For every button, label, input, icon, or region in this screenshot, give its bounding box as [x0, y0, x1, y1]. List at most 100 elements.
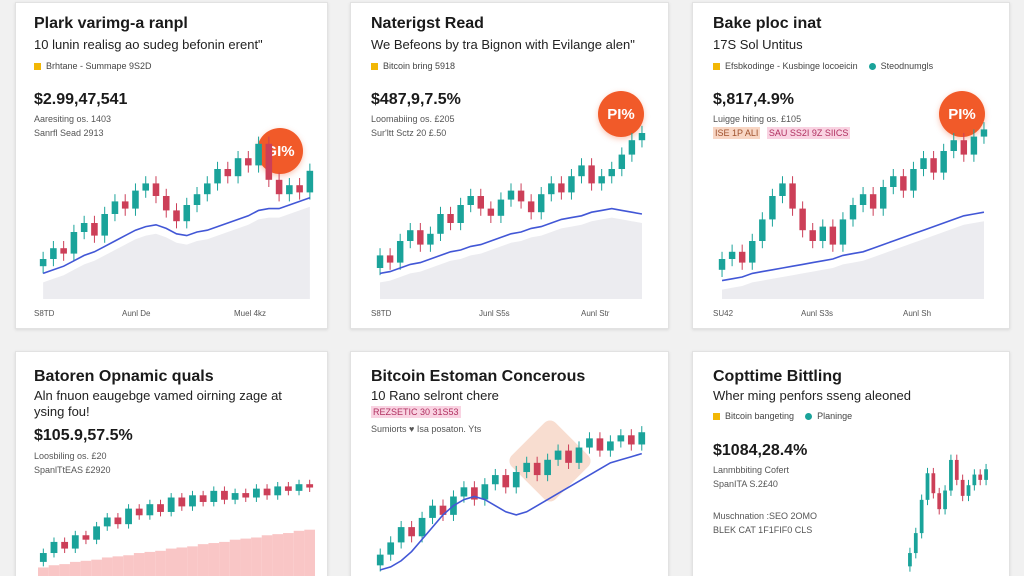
candle-body [70, 232, 78, 254]
candle-body [618, 154, 626, 169]
card-subtitle: 10 Rano selront chere [371, 388, 499, 403]
candle-body [980, 129, 988, 137]
candle-body [950, 140, 957, 151]
candle-body [429, 505, 436, 518]
chart-card-5[interactable]: Bitcoin Estoman Concerous 10 Rano selron… [350, 351, 669, 576]
area-fill [722, 221, 984, 299]
price-value: $487,9,7.5% [371, 91, 461, 108]
volume-bar [176, 547, 188, 576]
candle-body [214, 169, 221, 184]
candle-body [167, 497, 175, 512]
chart-card-4[interactable]: Batoren Opnamic quals Aln fnuon eaugebge… [15, 351, 328, 576]
candle-body [71, 535, 79, 549]
candle-body [565, 450, 572, 463]
candle-body [839, 219, 847, 245]
candle-body [80, 223, 88, 232]
meta-line: Aaresiting os. 1403 [34, 114, 112, 124]
candle-body [39, 553, 47, 562]
meta-line: Muschnation :SEO 2OMO [713, 511, 818, 521]
candle-body [954, 459, 959, 480]
chart-card-6[interactable]: Copttime Bittling Wher ming penfors ssen… [692, 351, 1010, 576]
candle-body [910, 169, 917, 191]
volume-bar [219, 541, 230, 576]
candle-body [869, 194, 877, 209]
candle-body [759, 219, 766, 241]
legend: Bitcoin bangeting Planinge [713, 411, 852, 421]
candle-body [306, 170, 314, 193]
candle-body [183, 205, 191, 222]
candle-body [859, 194, 867, 205]
card-subtitle: 17S Sol Untitus [713, 37, 803, 52]
candle-body [407, 230, 414, 241]
candle-body [447, 214, 454, 223]
candle-body [132, 190, 139, 209]
x-tick-label: Junl S5s [479, 309, 510, 318]
candle-body [142, 183, 150, 191]
price-value: $105.9,57.5% [34, 427, 133, 444]
candle-body [152, 183, 160, 196]
candle-body [738, 251, 746, 263]
percent-badge[interactable]: GI% [257, 128, 303, 174]
candle-body [306, 484, 314, 488]
area-fill [43, 206, 310, 299]
volume-bar [197, 544, 209, 576]
meta-line: Sanrfl Sead 2913 [34, 128, 104, 138]
candle-body [728, 251, 736, 259]
legend-label: Steodnumgls [880, 61, 934, 71]
candlestick-chart [376, 125, 646, 299]
candle-body [39, 259, 47, 267]
legend-label: Bitcoin bring 5918 [383, 61, 456, 71]
candlestick-chart [718, 122, 988, 299]
meta-line: SpanITA S.2£40 [713, 479, 778, 489]
candle-body [960, 140, 968, 155]
legend-label: Efsbkodinge - Kusbinge locoeicin [725, 61, 858, 71]
candle-body [849, 205, 857, 220]
volume-bar [304, 529, 315, 576]
chart-card-3[interactable]: Bake ploc inat 17S Sol Untitus Efsbkodin… [692, 2, 1010, 329]
candle-body [221, 490, 228, 500]
candle-body [178, 497, 186, 507]
chart-card-1[interactable]: Plark varimg-a ranpl 10 lunin realisg ao… [15, 2, 328, 329]
candle-body [193, 194, 201, 205]
candle-body [568, 176, 575, 193]
candle-body [931, 473, 936, 494]
legend-marker [805, 412, 813, 420]
volume-bar [69, 561, 81, 576]
candle-body [295, 484, 303, 491]
candle-body [900, 176, 907, 191]
legend: Efsbkodinge - Kusbinge locoeicin Steodnu… [713, 61, 933, 71]
x-tick-label: S8TD [34, 309, 55, 318]
legend: Bitcoin bring 5918 [371, 61, 455, 71]
candle-body [189, 495, 196, 507]
candle-body [937, 493, 942, 510]
candle-body [537, 194, 545, 213]
candle-body [548, 183, 555, 195]
card-title: Bitcoin Estoman Concerous [371, 368, 586, 385]
candle-body [984, 469, 988, 480]
percent-badge[interactable]: PI% [939, 91, 985, 137]
meta-line: BLEK CAT 1F1FIF0 CLS [713, 525, 813, 535]
percent-badge[interactable]: PI% [598, 91, 644, 137]
price-value: $,817,4.9% [713, 91, 794, 108]
legend-label: Brhtane - Summape 9S2D [46, 61, 152, 71]
candle-body [50, 541, 58, 554]
candle-body [799, 208, 806, 231]
candle-body [491, 475, 499, 485]
card-subtitle-line2: ysing fou! [34, 404, 90, 419]
price-value: $1084,28.4% [713, 442, 808, 459]
candle-body [789, 183, 796, 209]
candlestick-chart [908, 454, 988, 572]
legend-marker [713, 62, 720, 70]
candle-body [533, 462, 541, 476]
candle-body [960, 479, 965, 496]
candle-body [512, 472, 520, 488]
chart-card-2[interactable]: Naterigst Read We Befeons by tra Bignon … [350, 2, 669, 329]
candle-body [376, 255, 384, 268]
candle-body [523, 462, 531, 473]
card-title: Bake ploc inat [713, 15, 822, 32]
candle-body [50, 248, 57, 259]
area-fill [380, 217, 642, 299]
candle-body [101, 214, 108, 236]
meta-line: Sumiorts ♥ Isa posaton. Yts [371, 424, 482, 434]
candle-body [586, 438, 593, 448]
